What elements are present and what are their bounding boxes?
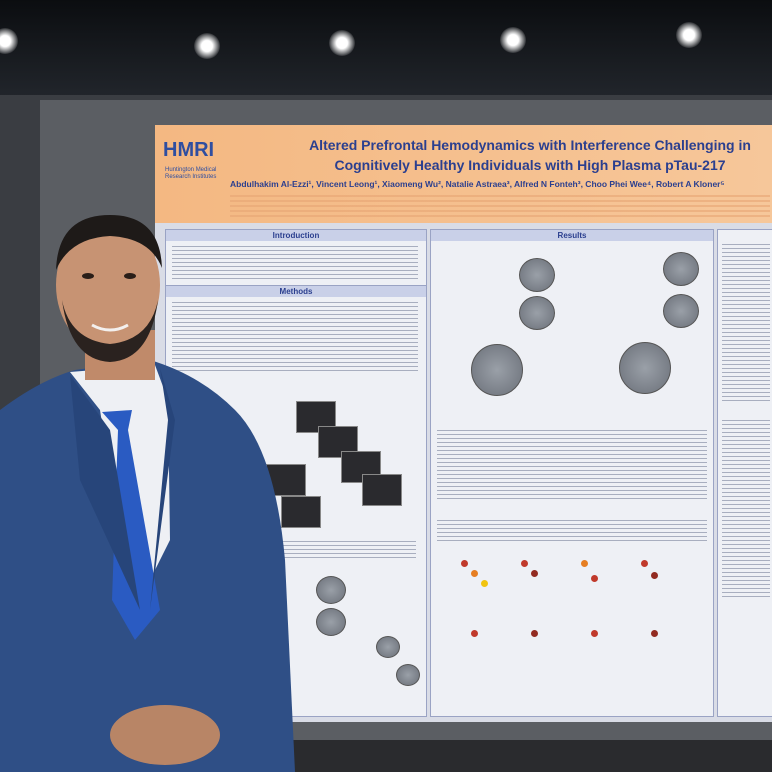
correlation-dot	[651, 572, 658, 579]
correlation-dot	[461, 560, 468, 567]
hmri-logo-subtitle: Huntington Medical Research Institutes	[165, 167, 217, 180]
correlation-dot	[531, 630, 538, 637]
brain-map	[376, 636, 400, 658]
ceiling-light	[676, 22, 702, 48]
conclusion-panel	[717, 229, 772, 717]
brain-map	[396, 664, 420, 686]
correlation-dot	[591, 630, 598, 637]
methods-text	[172, 302, 418, 372]
ceiling-light	[194, 33, 220, 59]
poster-title-line1: Altered Prefrontal Hemodynamics with Int…	[309, 137, 751, 153]
correlation-dot	[641, 560, 648, 567]
brain-map	[519, 258, 555, 292]
results-plot	[437, 430, 707, 500]
stimulus-screen	[318, 426, 358, 458]
correlation-dot	[471, 630, 478, 637]
brain-map	[519, 296, 555, 330]
correlation-dot	[581, 560, 588, 567]
correlation-dot	[531, 570, 538, 577]
introduction-text	[172, 246, 418, 282]
poster-authors: Abdulhakim Al-Ezzi¹, Vincent Leong¹, Xia…	[230, 179, 725, 189]
brain-map	[471, 344, 523, 396]
correlation-dot	[591, 575, 598, 582]
methods-caption	[266, 541, 416, 561]
results-panel: Results	[430, 229, 714, 717]
ceiling	[0, 0, 772, 100]
brain-map	[619, 342, 671, 394]
results-heading: Results	[431, 230, 713, 241]
methods-heading: Methods	[166, 286, 426, 297]
correlation-dot	[521, 560, 528, 567]
conclusion-text	[722, 244, 770, 404]
discussion-text	[722, 420, 770, 600]
results-caption	[437, 520, 707, 544]
hmri-logo: HMRI	[163, 139, 215, 161]
poster-title-line2: Cognitively Healthy Individuals with Hig…	[334, 157, 726, 173]
ceiling-light	[0, 28, 18, 54]
brain-map	[316, 576, 346, 604]
correlation-dot	[481, 580, 488, 587]
brain-map	[663, 252, 699, 286]
stimulus-screen	[362, 474, 402, 506]
stimulus-screen	[281, 496, 321, 528]
poster-affiliations	[230, 195, 770, 217]
correlation-dot	[651, 630, 658, 637]
brain-map	[316, 608, 346, 636]
poster-banner: HMRI Huntington Medical Research Institu…	[155, 125, 772, 223]
ceiling-light	[500, 27, 526, 53]
correlation-dot	[471, 570, 478, 577]
brain-map	[663, 294, 699, 328]
ceiling-light	[329, 30, 355, 56]
introduction-heading: Introduction	[166, 230, 426, 241]
